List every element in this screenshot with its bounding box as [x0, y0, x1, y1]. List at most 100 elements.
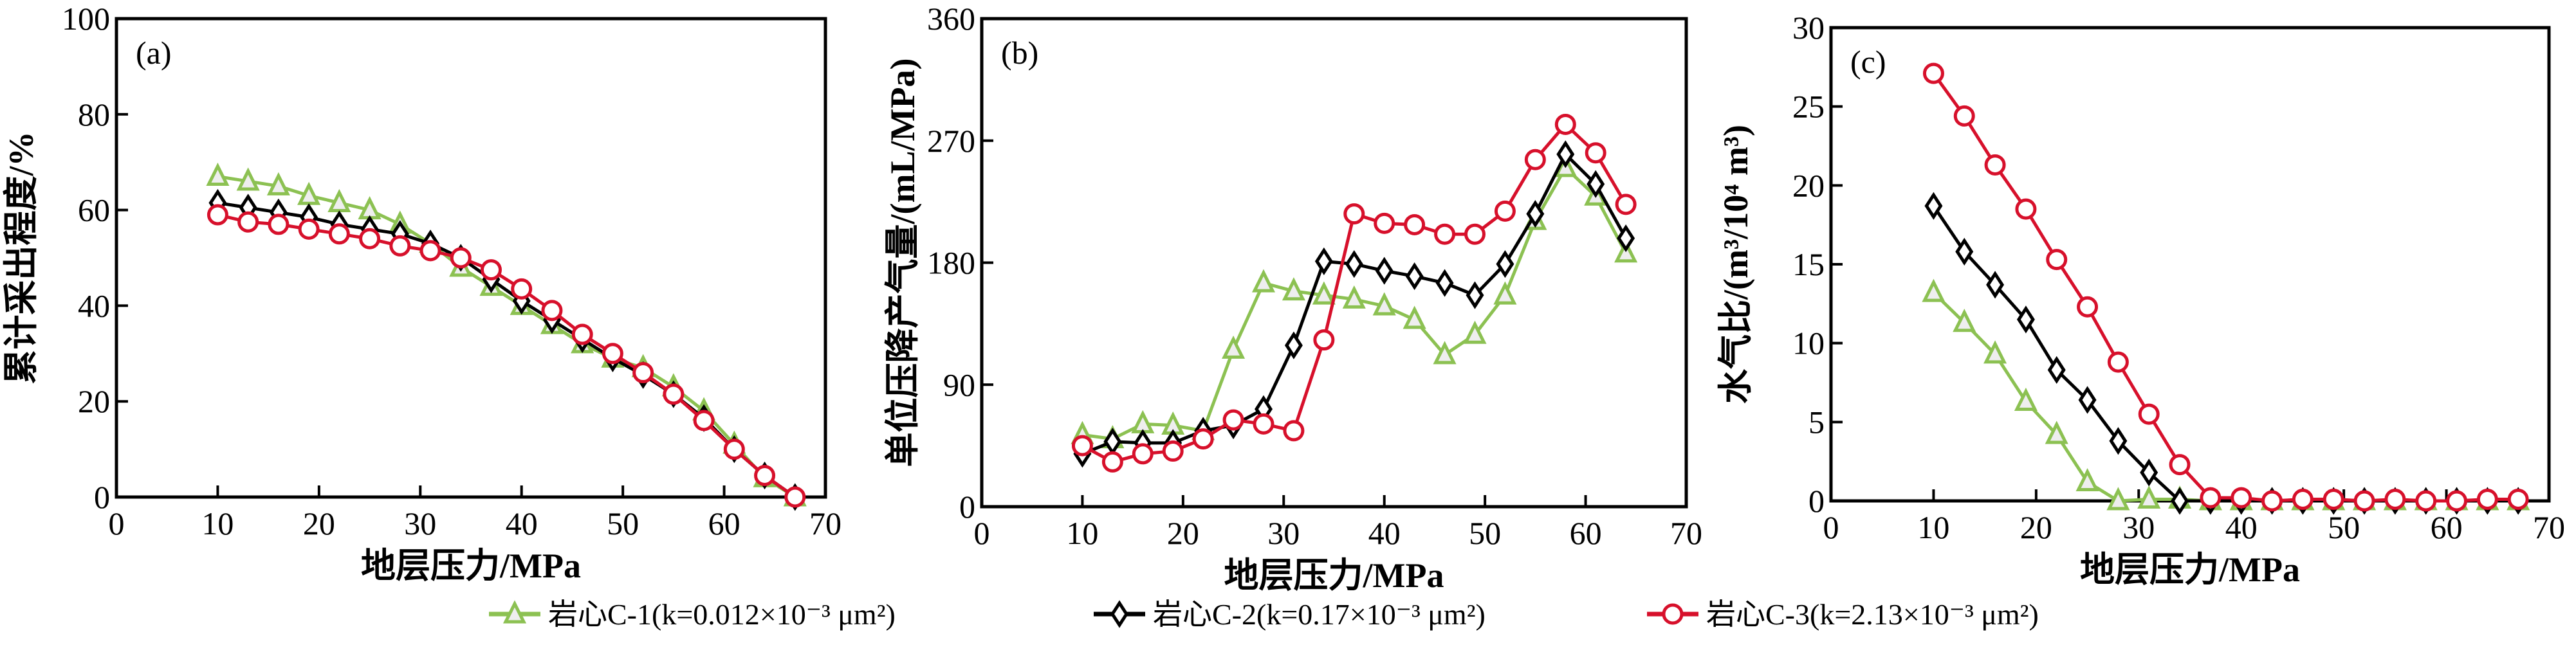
data-point-C-3: [1615, 194, 1637, 215]
data-point-C-3: [1162, 440, 1184, 462]
data-point-C-2: [1435, 269, 1454, 297]
data-point-C-1: [1463, 320, 1487, 344]
data-point-C-1: [1953, 309, 1976, 332]
data-point-C-2: [1526, 199, 1545, 228]
data-point-C-2: [1617, 224, 1635, 253]
legend: 岩心C-1(k=0.012×10⁻³ μm²) 岩心C-2(k=0.17×10⁻³…: [489, 598, 2039, 631]
data-point-C-2: [2016, 305, 2035, 334]
data-point-C-3: [2107, 351, 2129, 373]
chart-panel-b: 0 10 20 30 40 50 60 70 0 90 180 270 360 (b) 地层压力/MPa 单位…: [883, 1, 1702, 595]
data-point-C-3: [663, 383, 685, 405]
data-point-C-3: [2169, 454, 2191, 476]
y-axis-label: 累计采出程度/%: [2, 131, 41, 384]
data-point-C-1: [266, 172, 290, 195]
data-point-C-3: [754, 465, 776, 487]
plot-frame: [115, 17, 827, 499]
data-point-C-1: [1312, 281, 1336, 305]
data-point-C-2: [1345, 250, 1363, 278]
data-point-C-1: [1222, 335, 1246, 359]
y-tick-label: 90: [943, 367, 975, 403]
legend-label-C-3: 岩心C-3(k=2.13×10⁻³ μm²): [1706, 598, 2039, 631]
y-tick-label: 20: [78, 383, 110, 419]
x-axis-label: 地层压力/MPa: [1224, 556, 1444, 595]
x-tick-label: 30: [2122, 509, 2155, 545]
x-tick-label: 40: [1368, 515, 1401, 551]
y-tick-label: 60: [78, 192, 110, 228]
y-tick-label: 25: [1792, 89, 1825, 125]
data-point-C-2: [1103, 428, 1122, 456]
data-point-C-1: [236, 167, 260, 191]
y-tick-label: 20: [1792, 167, 1825, 203]
data-point-C-3: [1132, 443, 1154, 465]
data-point-C-3: [328, 223, 350, 245]
x-tick-label: 10: [1917, 509, 1949, 545]
x-tick-label: 60: [2431, 509, 2463, 545]
data-point-C-2: [1986, 271, 2005, 299]
data-point-C-1: [1372, 292, 1396, 316]
data-point-C-3: [1222, 409, 1244, 431]
data-point-C-2: [1496, 250, 1514, 278]
x-tick-label: 50: [1469, 515, 1501, 551]
data-point-C-3: [1253, 413, 1274, 435]
data-point-C-3: [1343, 203, 1365, 225]
data-point-C-3: [359, 228, 381, 249]
data-point-C-3: [2446, 490, 2468, 512]
panel-label: (a): [136, 35, 172, 71]
x-axis-label: 地层压力/MPa: [2080, 550, 2300, 589]
data-point-C-3: [1374, 212, 1395, 234]
data-point-C-3: [1922, 62, 1944, 84]
data-point-C-2: [1466, 281, 1484, 309]
legend-label-C-1: 岩心C-1(k=0.012×10⁻³ μm²): [548, 598, 896, 631]
series-line-C-3: [1932, 72, 2519, 503]
data-point-C-2: [2140, 458, 2158, 487]
data-point-C-3: [2077, 296, 2099, 318]
data-point-C-3: [1313, 329, 1335, 351]
data-point-C-1: [1983, 340, 2007, 364]
data-point-C-2: [1955, 237, 1974, 266]
x-tick-label: 30: [1267, 515, 1300, 551]
y-tick-label: 180: [927, 245, 975, 281]
panel-label: (c): [1850, 44, 1886, 80]
data-point-C-3: [1283, 420, 1305, 442]
x-tick-label: 20: [2020, 509, 2052, 545]
data-point-C-3: [1524, 149, 1546, 170]
data-point-C-3: [298, 218, 320, 240]
data-point-C-1: [2075, 467, 2099, 492]
data-point-C-3: [2015, 198, 2037, 220]
data-point-C-3: [2138, 403, 2160, 425]
data-point-C-1: [1493, 281, 1517, 305]
data-point-C-3: [571, 323, 593, 345]
data-point-C-1: [2045, 421, 2068, 444]
data-point-C-3: [268, 213, 290, 235]
y-axis-label: 水气比/(m³/10⁴ m³): [1716, 125, 1755, 404]
data-point-C-1: [1282, 277, 1305, 301]
data-point-C-1: [1251, 269, 1276, 293]
x-tick-label: 40: [2225, 509, 2258, 545]
data-point-C-3: [784, 486, 806, 508]
data-point-C-3: [2323, 489, 2344, 511]
series-line-C-2: [1932, 204, 2519, 503]
x-tick-label: 0: [1823, 509, 1839, 545]
x-tick-label: 10: [1066, 515, 1098, 551]
chart-panel-c: 0 10 20 30 40 50 60 70 0 5 10 15 20 25 30 (c) 地层压力/MPa 水气…: [1716, 10, 2565, 589]
y-tick-label: 360: [927, 1, 975, 37]
data-point-C-3: [450, 247, 472, 269]
x-tick-label: 40: [506, 505, 538, 541]
data-point-C-3: [2507, 489, 2529, 511]
data-point-C-3: [2415, 490, 2437, 512]
data-point-C-3: [541, 300, 563, 321]
chart-panel-a: 0 10 20 30 40 50 60 70 0 20 40 60 80 100 (a) 地层压力/MPa 累计…: [2, 1, 842, 585]
x-tick-label: 70: [809, 505, 842, 541]
data-point-C-2: [1924, 192, 1943, 220]
data-point-C-3: [389, 235, 411, 257]
data-point-C-3: [2261, 490, 2283, 512]
data-point-C-2: [1284, 331, 1303, 359]
y-tick-label: 40: [78, 287, 110, 323]
data-point-C-2: [1375, 257, 1394, 285]
data-point-C-1: [2014, 387, 2038, 411]
data-point-C-3: [1585, 142, 1606, 164]
data-point-C-3: [693, 410, 715, 431]
data-point-C-3: [1192, 428, 1214, 450]
data-point-C-2: [2109, 427, 2128, 455]
